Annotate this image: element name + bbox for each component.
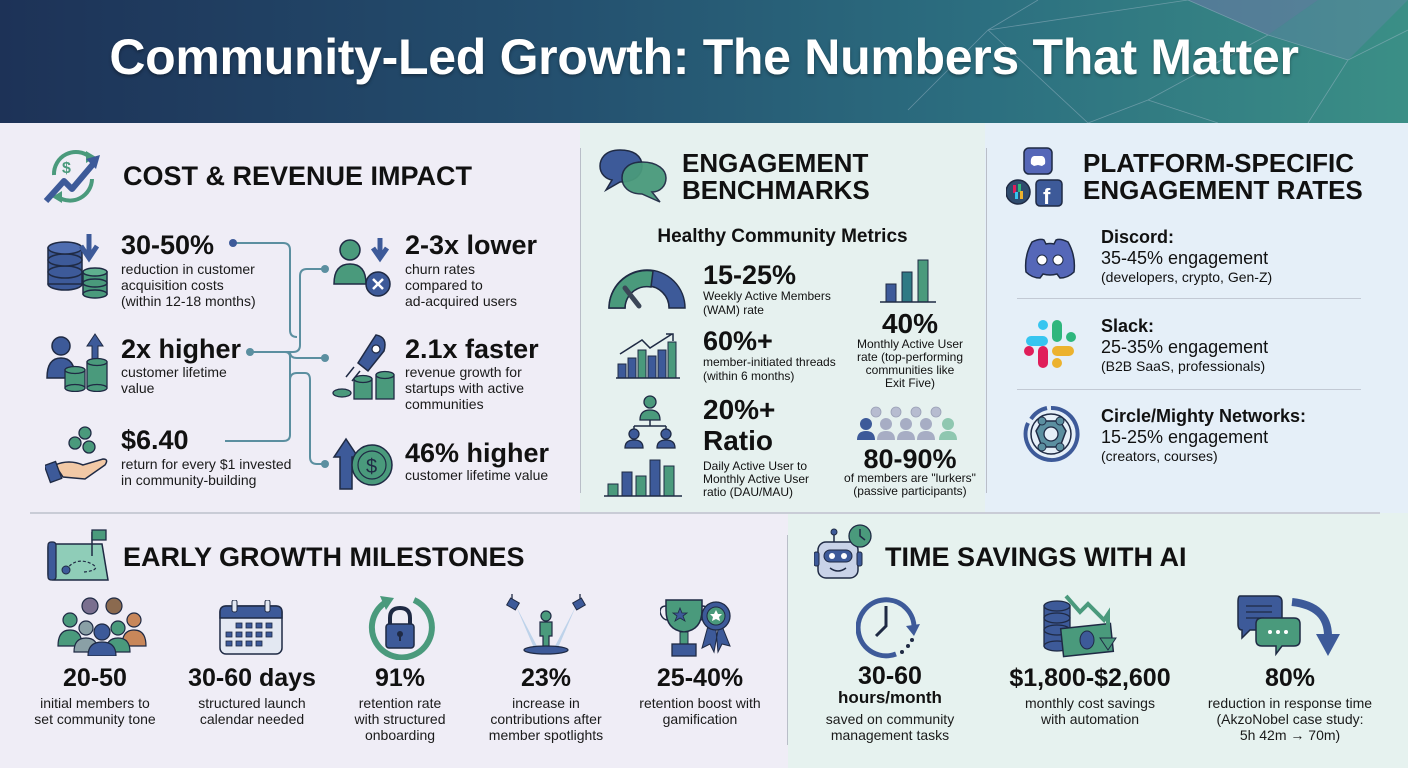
platform-title: PLATFORM-SPECIFIC ENGAGEMENT RATES <box>1083 148 1363 206</box>
divider <box>787 535 788 745</box>
platform-item-discord: Discord: 35-45% engagement (developers, … <box>1101 227 1273 285</box>
divider <box>1017 389 1361 390</box>
stat-value: 2x higher <box>121 334 242 364</box>
retention-lock-icon <box>368 596 435 660</box>
dau-mau-bar-chart-icon <box>604 459 682 497</box>
roadmap-flag-icon <box>47 529 109 581</box>
engagement-title: ENGAGEMENT BENCHMARKS <box>682 148 870 206</box>
metric-desc: member-initiated threads (within 6 months… <box>703 355 836 383</box>
cost-savings-money-icon <box>1043 594 1117 658</box>
stat-desc: reduction in customer acquisition costs (w… <box>121 261 256 309</box>
connector-lines <box>225 239 329 468</box>
metric-value: 15-25% <box>703 260 797 290</box>
stat-desc: customer lifetime value <box>405 467 549 483</box>
hand-coins-icon <box>45 426 108 484</box>
circle-network-icon <box>1023 405 1080 462</box>
user-churn-down-icon <box>333 238 391 297</box>
milestone-value: 91% <box>374 664 426 692</box>
metric-value: 60%+ <box>703 326 773 356</box>
stat-value: $6.40 <box>121 425 189 455</box>
network-pattern-decoration <box>907 0 1408 123</box>
stat-desc: churn rates compared to ad-acquired users <box>405 261 518 309</box>
divider <box>30 512 1380 514</box>
gauge-icon <box>608 269 686 309</box>
milestone-value: 30-60 days <box>188 664 316 692</box>
discord-icon <box>1024 238 1076 279</box>
revenue-cycle-icon: $ <box>43 149 100 204</box>
svg-text:$: $ <box>62 160 71 177</box>
clock-cycle-icon <box>856 597 920 659</box>
user-coins-up-icon <box>46 333 108 392</box>
metric-desc: Daily Active User to Monthly Active User r… <box>703 459 810 499</box>
trophy-badge-icon <box>660 599 731 657</box>
growth-bar-chart-icon <box>616 333 680 379</box>
ai-value: $1,800-$2,600 <box>1009 664 1171 692</box>
metric-value: 40% <box>881 308 939 339</box>
stat-desc: return for every $1 invested in community… <box>121 456 292 488</box>
page-title: Community-Led Growth: The Numbers That M… <box>109 29 1299 85</box>
divider <box>1017 298 1361 299</box>
calendar-icon <box>219 600 283 655</box>
cost-revenue-title: COST & REVENUE IMPACT <box>123 161 473 191</box>
platform-item-circle: Circle/Mighty Networks: 15-25% engagemen… <box>1101 406 1307 464</box>
milestone-value: 25-40% <box>656 664 744 692</box>
svg-text:f: f <box>1043 184 1051 208</box>
metric-value: 20%+ Ratio <box>703 394 776 456</box>
svg-text:$: $ <box>366 456 377 478</box>
milestone-value: 23% <box>520 664 572 692</box>
milestone-desc: increase in contributions after member spo… <box>488 695 604 743</box>
stat-value: 30-50% <box>121 230 215 260</box>
stat-value: 46% higher <box>405 438 550 468</box>
milestone-value: 20-50 <box>63 664 127 692</box>
response-time-chat-icon <box>1237 595 1340 657</box>
org-hierarchy-icon <box>624 395 676 449</box>
spotlight-member-icon <box>506 594 586 655</box>
robot-clock-icon <box>814 524 872 579</box>
stat-desc: customer lifetime value <box>121 364 227 396</box>
metric-desc: of members are "lurkers" (passive partici… <box>844 471 976 498</box>
ai-savings-title: TIME SAVINGS WITH AI <box>885 542 1187 572</box>
lurkers-crowd-icon <box>857 406 957 440</box>
header-banner: Community-Led Growth: The Numbers That M… <box>0 0 1408 123</box>
dollar-coin-up-icon: $ <box>332 437 393 490</box>
rocket-coins-icon <box>332 334 395 400</box>
early-growth-title: EARLY GROWTH MILESTONES <box>123 542 525 572</box>
ai-value: 80% <box>1264 664 1316 692</box>
metric-value: 80-90% <box>863 444 957 474</box>
stat-value: 2-3x lower <box>405 230 538 260</box>
divider <box>580 148 581 493</box>
ai-value: 30-60 <box>858 662 922 690</box>
platform-logos-icon: f <box>1006 147 1063 208</box>
slack-icon <box>1024 320 1076 368</box>
stat-desc: revenue growth for startups with active co… <box>405 364 525 412</box>
group-people-icon <box>57 597 147 656</box>
ai-desc: reduction in response time (AkzoNobel cas… <box>1207 695 1373 743</box>
ai-desc: saved on community management tasks <box>825 711 955 743</box>
metric-desc: Monthly Active User rate (top-performing c… <box>856 337 964 390</box>
milestone-desc: retention boost with gamification <box>639 695 761 727</box>
ai-value-unit: hours/month <box>838 688 942 707</box>
coin-stack-down-icon <box>47 234 108 299</box>
milestone-desc: initial members to set community tone <box>34 695 156 727</box>
metric-desc: Weekly Active Members (WAM) rate <box>703 289 831 317</box>
milestone-desc: structured launch calendar needed <box>198 695 306 727</box>
stat-value: 2.1x faster <box>405 334 539 364</box>
engagement-subtitle: Healthy Community Metrics <box>657 226 908 247</box>
milestone-desc: retention rate with structured onboarding <box>354 695 446 743</box>
platform-item-slack: Slack: 25-35% engagement (B2B SaaS, prof… <box>1101 316 1269 374</box>
ai-desc: monthly cost savings with automation <box>1025 695 1155 727</box>
divider <box>986 148 987 493</box>
mau-bar-chart-icon <box>880 259 936 303</box>
chat-bubbles-icon <box>599 149 667 203</box>
